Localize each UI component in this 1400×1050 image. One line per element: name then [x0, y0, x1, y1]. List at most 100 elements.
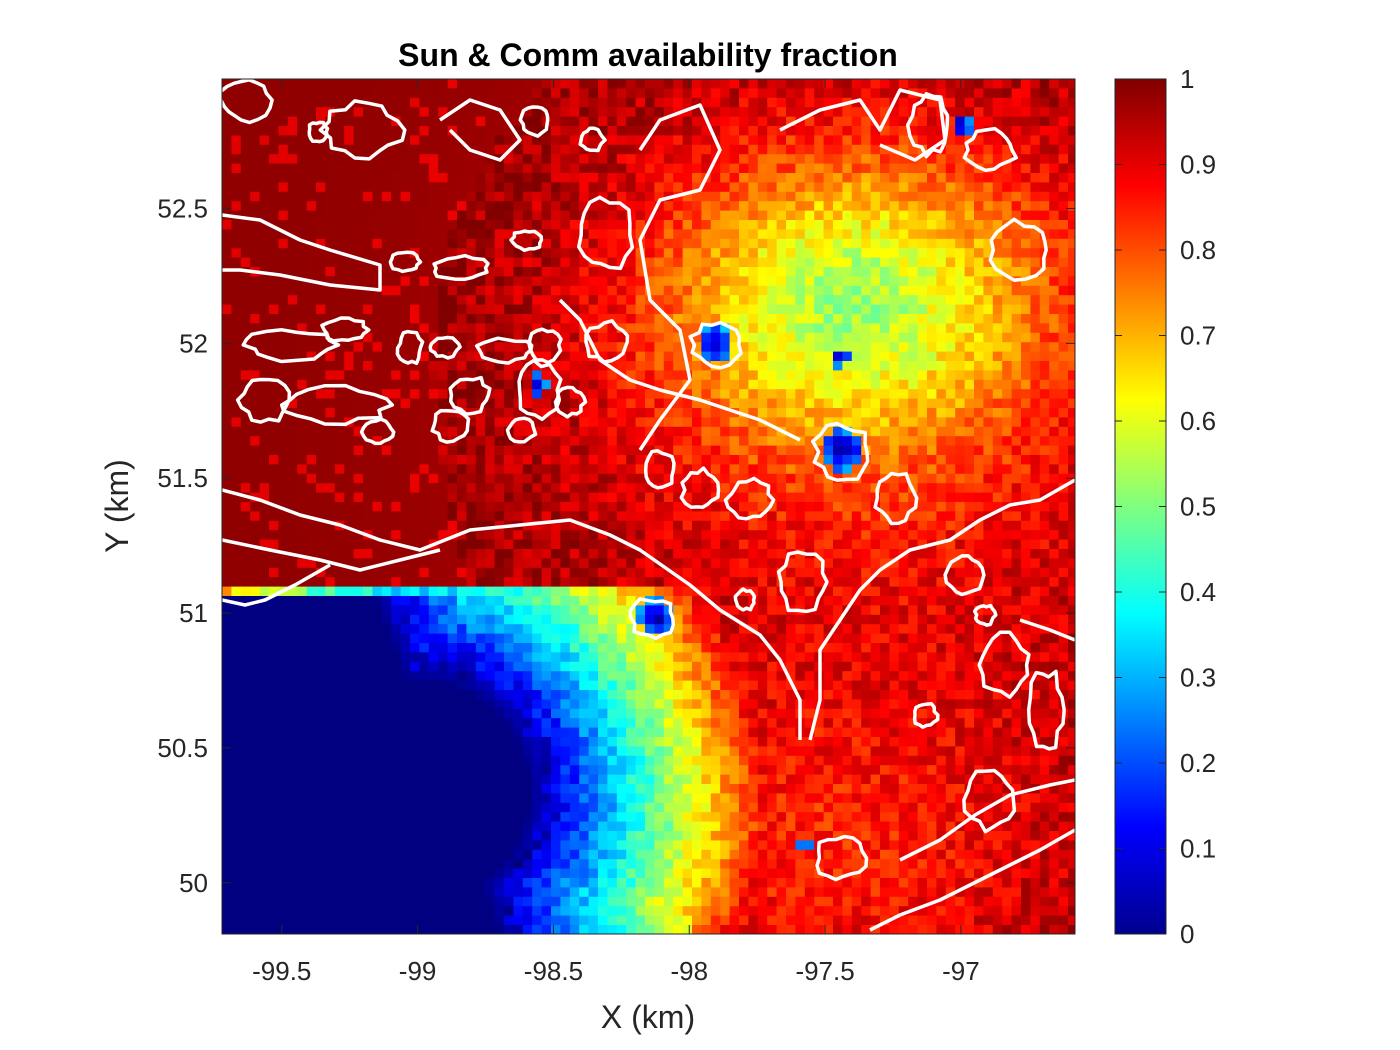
heatmap-cell: [992, 530, 1003, 541]
heatmap-cell: [1011, 135, 1022, 146]
heatmap-cell: [767, 379, 778, 390]
heatmap-cell: [739, 530, 749, 541]
heatmap-cell: [579, 267, 590, 277]
heatmap-cell: [447, 163, 458, 174]
heatmap-cell: [250, 586, 261, 597]
heatmap-cell: [250, 173, 261, 183]
heatmap-cell: [908, 417, 919, 428]
heatmap-cell: [522, 539, 533, 550]
heatmap-cell: [269, 436, 279, 447]
heatmap-cell: [504, 191, 514, 202]
heatmap-cell: [983, 530, 994, 541]
heatmap-cell: [814, 539, 825, 550]
heatmap-cell: [795, 398, 806, 409]
heatmap-cell: [917, 220, 928, 230]
heatmap-cell: [240, 567, 251, 578]
heatmap-cell: [927, 549, 937, 559]
heatmap-cell: [457, 257, 467, 268]
heatmap-cell: [325, 549, 336, 559]
heatmap-cell: [983, 426, 994, 437]
heatmap-cell: [983, 455, 994, 465]
heatmap-cell: [701, 492, 712, 503]
heatmap-cell: [222, 379, 232, 390]
heatmap-cell: [316, 370, 326, 381]
heatmap-cell: [438, 577, 449, 588]
heatmap-cell: [917, 332, 928, 343]
heatmap-cell: [1039, 191, 1050, 202]
heatmap-cell: [231, 511, 242, 522]
heatmap-cell: [974, 530, 984, 541]
heatmap-cell: [240, 135, 251, 146]
heatmap-cell: [381, 342, 392, 353]
heatmap-cell: [250, 558, 261, 569]
heatmap-cell: [372, 314, 383, 324]
heatmap-cell: [588, 229, 599, 240]
heatmap-cell: [1039, 144, 1050, 155]
heatmap-cell: [804, 492, 815, 503]
heatmap-cell: [428, 332, 439, 343]
heatmap-cell: [748, 173, 759, 183]
heatmap-cell: [1068, 417, 1075, 428]
heatmap-cell: [898, 567, 909, 578]
heatmap-cell: [419, 126, 430, 136]
heatmap-cell: [269, 116, 279, 127]
heatmap-cell: [635, 314, 646, 324]
heatmap-cell: [964, 558, 975, 569]
heatmap-cell: [607, 248, 618, 259]
heatmap-cell: [757, 558, 768, 569]
heatmap-cell: [353, 520, 364, 531]
heatmap-cell: [457, 370, 467, 381]
heatmap-cell: [391, 379, 402, 390]
heatmap-cell: [231, 323, 242, 334]
heatmap-cell: [964, 426, 975, 437]
heatmap-cell: [786, 332, 796, 343]
heatmap-cell: [494, 379, 505, 390]
heatmap-cell: [541, 511, 552, 522]
heatmap-cell: [776, 351, 787, 362]
heatmap-cell: [851, 201, 862, 212]
heatmap-cell: [701, 267, 712, 277]
heatmap-cell: [1068, 567, 1075, 578]
heatmap-cell: [541, 191, 552, 202]
heatmap-cell: [428, 285, 439, 296]
heatmap-cell: [588, 210, 599, 221]
heatmap-cell: [475, 88, 486, 99]
heatmap-cell: [889, 210, 900, 221]
heatmap-cell: [654, 154, 665, 165]
heatmap-cell: [278, 126, 289, 136]
heatmap-cell: [428, 351, 439, 362]
heatmap-cell: [579, 116, 590, 127]
heatmap-cell: [353, 549, 364, 559]
heatmap-cell: [598, 549, 608, 559]
heatmap-cell: [786, 379, 796, 390]
heatmap-cell: [786, 398, 796, 409]
heatmap-cell: [560, 163, 571, 174]
heatmap-cell: [316, 173, 326, 183]
heatmap-cell: [616, 492, 627, 503]
heatmap-cell: [833, 257, 843, 268]
heatmap-cell: [287, 558, 298, 569]
heatmap-cell: [607, 511, 618, 522]
heatmap-cell: [560, 201, 571, 212]
heatmap-cell: [654, 436, 665, 447]
heatmap-cell: [410, 314, 420, 324]
heatmap-cell: [673, 502, 684, 512]
heatmap-cell: [673, 276, 684, 287]
heatmap-cell: [851, 97, 862, 108]
heatmap-cell: [560, 539, 571, 550]
heatmap-cell: [720, 220, 731, 230]
heatmap-cell: [992, 361, 1003, 371]
heatmap-cell: [607, 558, 618, 569]
heatmap-cell: [419, 191, 430, 202]
heatmap-cell: [786, 567, 796, 578]
heatmap-cell: [861, 135, 872, 146]
heatmap-cell: [748, 436, 759, 447]
heatmap-cell: [297, 135, 308, 146]
heatmap-cell: [1030, 295, 1041, 306]
heatmap-cell: [654, 455, 665, 465]
heatmap-cell: [936, 558, 947, 569]
heatmap-cell: [710, 267, 721, 277]
heatmap-cell: [344, 88, 355, 99]
heatmap-cell: [645, 408, 655, 418]
heatmap-cell: [334, 549, 345, 559]
